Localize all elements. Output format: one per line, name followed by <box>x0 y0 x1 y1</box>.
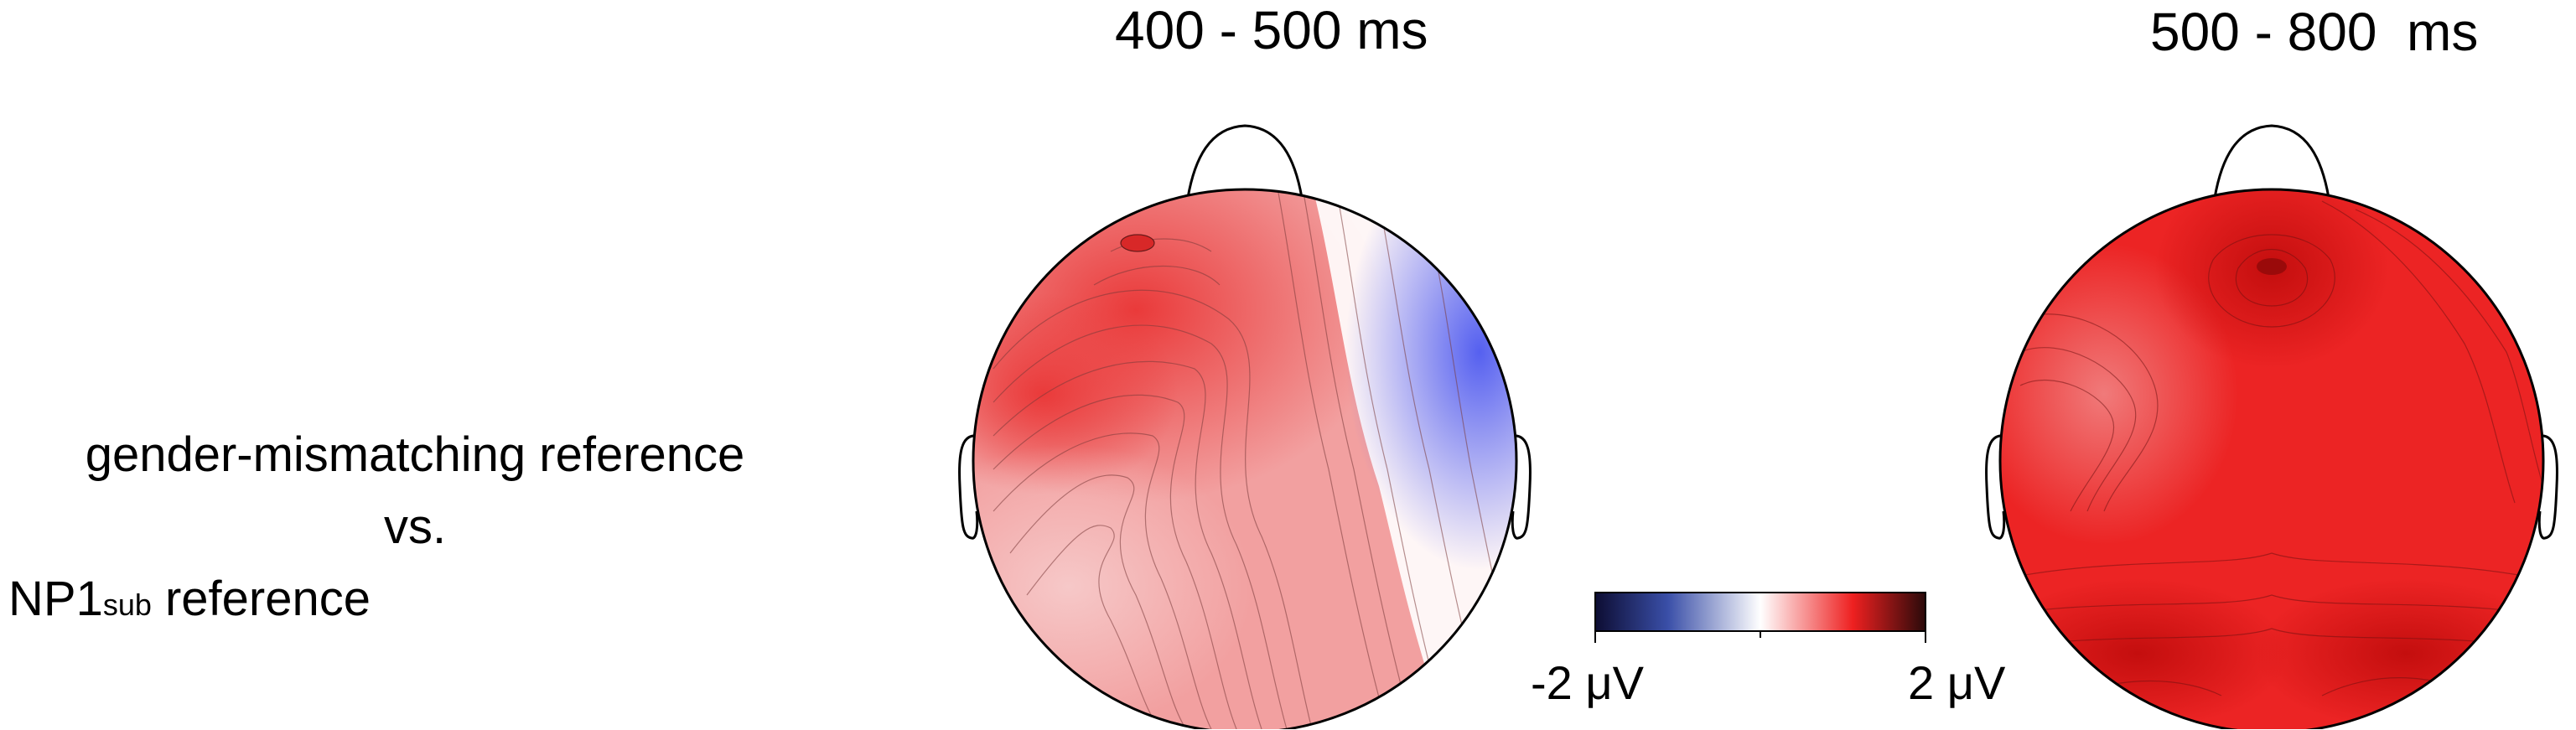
np1-text: NP1 <box>8 572 103 626</box>
time-window-title-right: 500 - 800 ms <box>2150 2 2479 62</box>
colorbar-max-label: 2 μV <box>1908 656 2006 709</box>
time-window-title-left: 400 - 500 ms <box>1115 0 1428 60</box>
row-label-line-3: NP1sub reference <box>0 563 830 641</box>
colorbar <box>1594 592 1926 643</box>
row-label-line-2: vs. <box>383 500 447 554</box>
colorbar-min-label: -2 μV <box>1531 656 1644 709</box>
reference-text: reference <box>151 572 371 626</box>
row-label-line-1: gender-mismatching reference <box>85 427 745 482</box>
np1-subscript: sub <box>102 588 152 622</box>
colorbar-gradient <box>1594 592 1926 632</box>
row-label: gender-mismatching reference vs. NP1sub … <box>0 419 830 641</box>
nose-outline <box>2213 124 2330 199</box>
topomap-400-500ms <box>958 124 1532 729</box>
topomap-500-800ms <box>1985 124 2558 729</box>
nose-outline <box>1186 124 1304 199</box>
